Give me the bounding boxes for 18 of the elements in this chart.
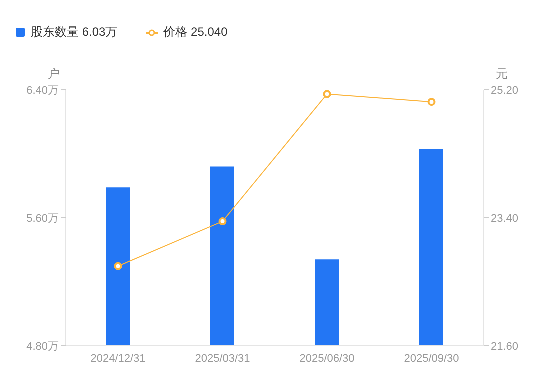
point xyxy=(114,262,122,270)
y2-axis-title: 元 xyxy=(496,67,508,81)
y-tick-label: 4.80万 xyxy=(26,340,59,353)
x-tick-label: 2024/12/31 xyxy=(90,352,146,365)
x-tick-label: 2025/03/31 xyxy=(195,352,250,365)
point xyxy=(428,98,436,106)
y2-tick-label: 25.20 xyxy=(491,84,519,97)
y-tick-label: 5.60万 xyxy=(26,212,59,225)
y-axis-title: 户 xyxy=(48,67,60,81)
x-tick-label: 2025/06/30 xyxy=(300,352,355,365)
point xyxy=(323,90,332,98)
y2-tick-label: 23.40 xyxy=(491,212,519,225)
legend-label: 股东数量 6.03万 xyxy=(30,24,118,41)
y-tick-label: 6.40万 xyxy=(26,84,59,97)
legend-label: 价格 25.040 xyxy=(162,24,228,41)
x-tick-label: 2025/09/30 xyxy=(404,352,460,365)
point xyxy=(218,218,227,226)
y2-tick-label: 21.60 xyxy=(491,340,519,353)
